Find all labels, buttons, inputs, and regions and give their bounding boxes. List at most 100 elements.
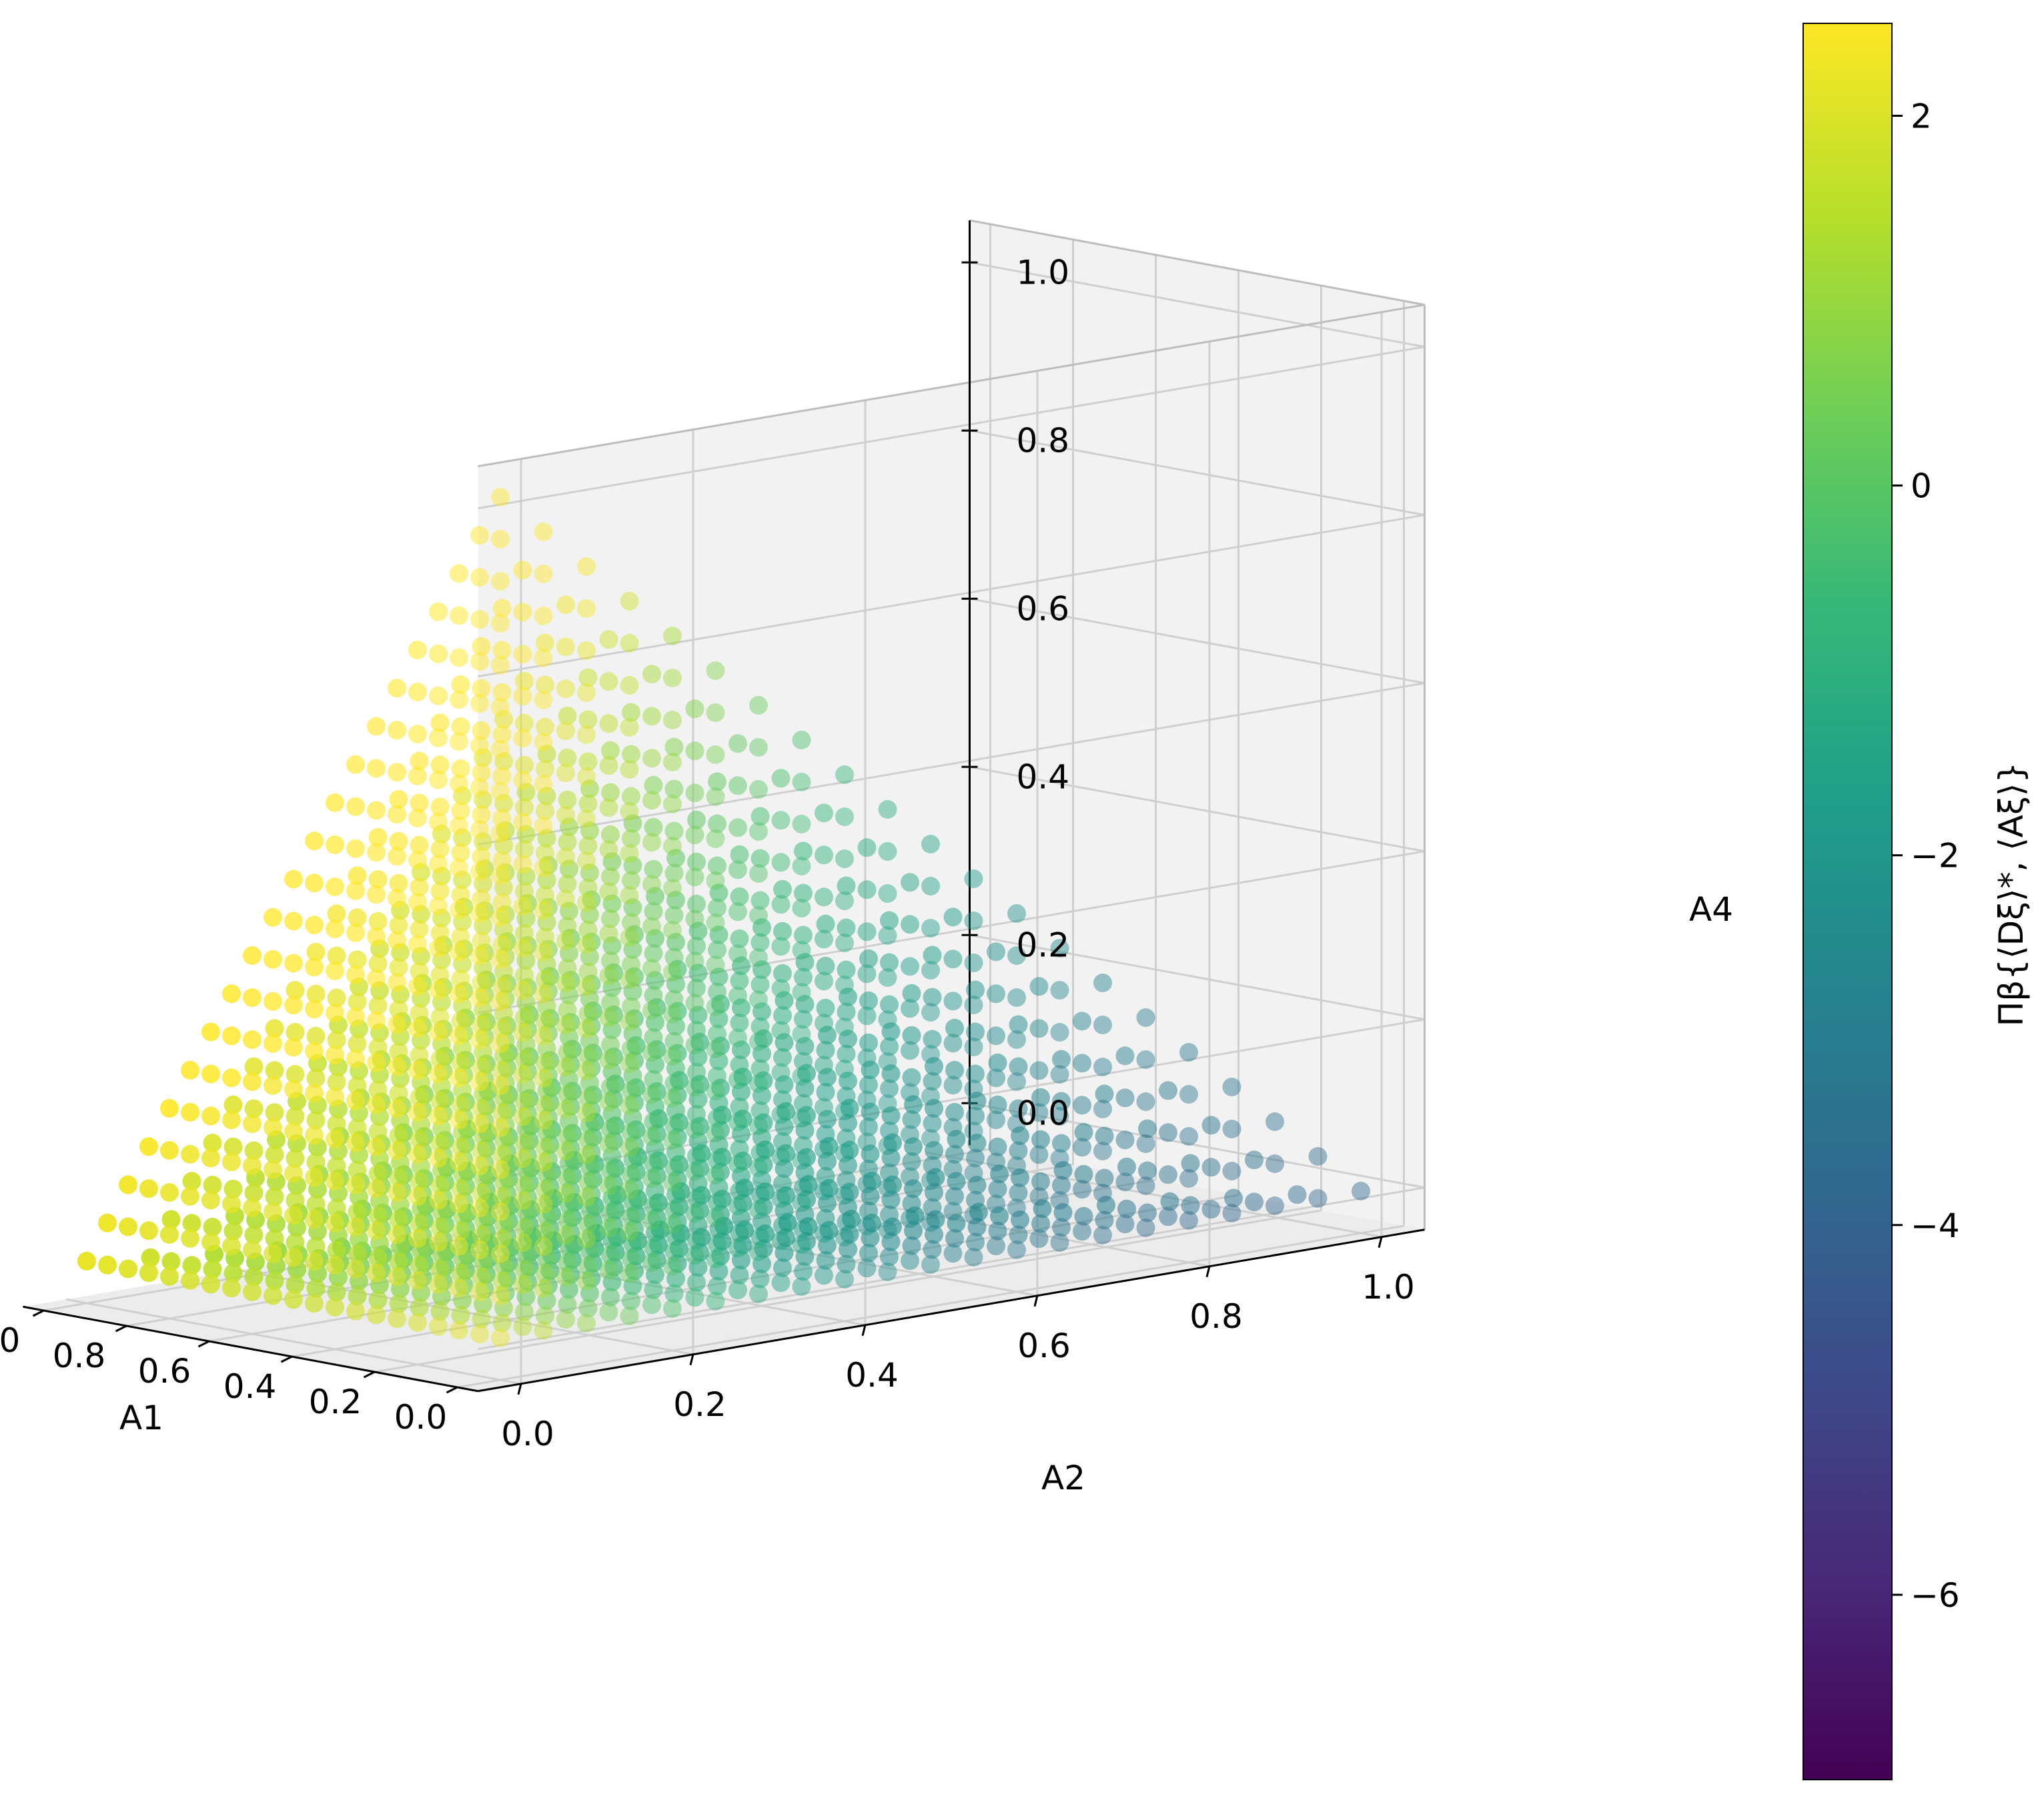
data-point [964, 1080, 983, 1098]
data-point [348, 1160, 367, 1180]
data-point [491, 1160, 510, 1179]
y-axis-line [478, 1228, 1425, 1393]
data-point [265, 1271, 284, 1291]
data-point [244, 1183, 264, 1202]
data-point [491, 698, 510, 717]
data-point [430, 1092, 450, 1111]
data-point [450, 984, 468, 1004]
data-point [622, 1165, 640, 1184]
data-point [815, 1056, 833, 1075]
data-point [1073, 1138, 1091, 1157]
data-point [492, 599, 512, 618]
data-point [642, 1253, 661, 1273]
data-point [1007, 1240, 1026, 1259]
data-point [923, 988, 942, 1007]
data-point [688, 922, 708, 941]
data-point [771, 811, 791, 830]
data-point [839, 1114, 857, 1132]
data-point [408, 1271, 427, 1290]
data-point [560, 1112, 578, 1131]
data-point [794, 1094, 813, 1113]
data-point [367, 843, 386, 862]
data-point [599, 1303, 618, 1322]
data-point [451, 1054, 470, 1072]
data-point [966, 1022, 985, 1042]
data-point [577, 1062, 596, 1080]
data-point [286, 1107, 305, 1126]
data-point [474, 1042, 492, 1062]
data-point [580, 1242, 599, 1260]
data-point [388, 1309, 406, 1329]
data-point [578, 1004, 598, 1024]
data-point [556, 1058, 575, 1077]
data-point [534, 817, 553, 835]
data-point [642, 749, 661, 768]
data-point [601, 1203, 620, 1222]
data-point [794, 1178, 813, 1197]
data-point [642, 1001, 661, 1020]
data-point [305, 958, 324, 977]
colorbar-ticks: 2 0 −2 −4 −6 [1892, 97, 1960, 1615]
data-point [835, 1102, 854, 1120]
x-tick [197, 1340, 210, 1348]
grid-line [478, 1186, 1425, 1351]
data-point [367, 1095, 386, 1114]
data-point [558, 1210, 577, 1230]
data-point [816, 1124, 835, 1144]
data-point [666, 1269, 685, 1288]
data-point [620, 592, 639, 611]
data-point [664, 948, 684, 967]
data-point [139, 1263, 158, 1283]
data-point [709, 1010, 728, 1028]
data-point [556, 1142, 575, 1161]
data-point [642, 1127, 661, 1146]
data-point [687, 852, 706, 871]
y-tick [517, 1383, 522, 1395]
data-point [664, 737, 684, 757]
data-point [326, 1256, 344, 1275]
data-point [964, 1248, 983, 1267]
data-point [685, 699, 704, 719]
data-point [750, 1059, 770, 1078]
data-point [534, 1321, 553, 1340]
data-point [902, 1194, 921, 1213]
data-point [964, 1038, 983, 1056]
data-point [599, 924, 618, 944]
data-point [663, 1173, 682, 1192]
data-point [429, 1064, 448, 1084]
data-point [622, 745, 640, 764]
data-point [160, 1225, 179, 1244]
data-point [1115, 1130, 1135, 1150]
data-point [580, 1284, 599, 1303]
data-point [450, 732, 468, 751]
data-point [792, 857, 811, 875]
data-point [560, 817, 578, 837]
data-point [642, 917, 661, 936]
data-point [98, 1213, 117, 1232]
data-point [599, 1092, 618, 1112]
data-point [472, 1309, 491, 1329]
data-point [348, 1202, 367, 1222]
z-tick-label: 0.2 [1017, 926, 1070, 964]
data-point [264, 1244, 282, 1263]
data-point [685, 1078, 704, 1097]
data-point [599, 840, 618, 859]
data-point [430, 966, 450, 985]
data-point [491, 1287, 510, 1305]
data-point [450, 606, 468, 625]
data-point [1136, 1134, 1155, 1153]
data-point [623, 898, 642, 917]
data-point [773, 1174, 792, 1193]
data-point [536, 717, 554, 737]
data-point [491, 1076, 510, 1095]
data-point [556, 763, 575, 783]
data-point [685, 783, 704, 803]
data-point [646, 1013, 664, 1032]
data-point [160, 1141, 179, 1160]
data-point [450, 1321, 468, 1340]
data-point [622, 1081, 640, 1100]
data-point [904, 1095, 923, 1114]
data-point [474, 748, 492, 767]
data-point [987, 1068, 1005, 1088]
data-point [430, 1302, 450, 1321]
